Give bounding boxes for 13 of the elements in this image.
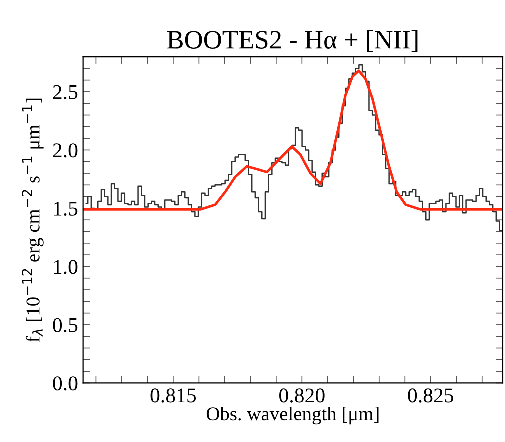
chart-title: BOOTES2 - Hα + [NII] — [167, 30, 418, 52]
x-tick-label: 0.825 — [408, 388, 454, 403]
y-tick-label: 1.0 — [54, 260, 78, 274]
y-tick-label: 0.5 — [53, 318, 78, 332]
x-tick-label: 0.820 — [280, 388, 325, 403]
x-axis-title: Obs. wavelength [μm] — [206, 406, 379, 425]
x-tick-label: 0.815 — [150, 388, 196, 403]
y-tick-label: 2.0 — [53, 144, 78, 158]
line-series — [83, 70, 503, 211]
y-tick-label: 2.5 — [53, 85, 78, 100]
text: f$_{λ}$ [10$^{−12}$ erg cm$^{−2}$ s$^{−1}$ μm$^{−1}$] — [22, 98, 44, 342]
y-tick-label: 0.0 — [53, 376, 78, 391]
y-tick-label: 1.5 — [54, 202, 78, 216]
